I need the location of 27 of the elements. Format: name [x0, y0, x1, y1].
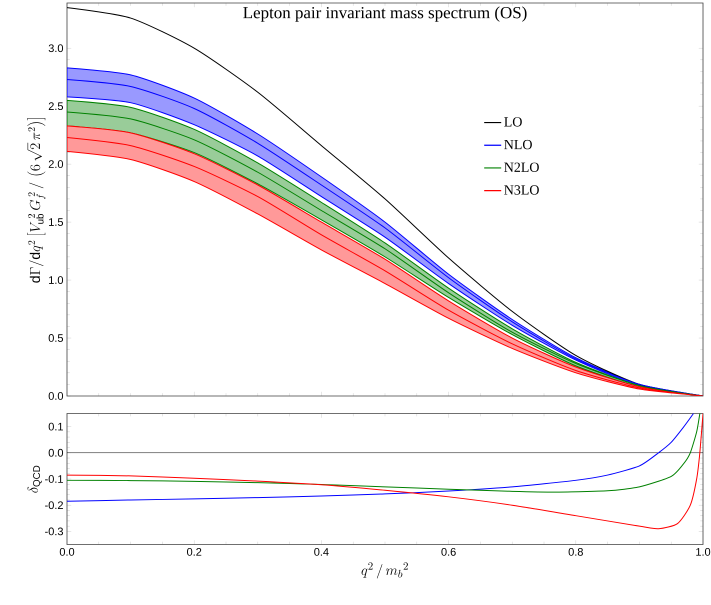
x-axis-title: $q^2\,/\,{m_b}^2$	[362, 562, 408, 578]
x-tick-label: 1.0	[696, 548, 710, 556]
x-tick-label: 0.8	[568, 548, 583, 556]
y-tick-label: 0.1	[48, 422, 63, 430]
y-tick-label: -0.1	[45, 475, 63, 483]
legend-label: N2LO	[504, 162, 539, 172]
line-series	[67, 414, 704, 530]
x-tick-label: 0.2	[187, 548, 202, 556]
y-axis-title: $\mathrm{d}\Gamma/\mathrm{d}q^2\left[V_{\mathrm{ub}}^{\;2}\,G_f^{\;2}\,/\,\left(6\,\sqrt{2}\,\pi^2\right)\right]$	[27, 118, 46, 283]
y-tick-label: 0.0	[48, 392, 64, 400]
y-tick-label: 1.0	[49, 276, 64, 284]
y-tick-label: 0.0	[48, 448, 64, 457]
y-tick-label: 1.5	[49, 218, 64, 226]
y-tick-label: -0.2	[45, 501, 63, 510]
x-tick-label: 0.0	[60, 548, 74, 556]
x-tick-label: 0.6	[441, 548, 456, 556]
y-tick-label: 2.5	[48, 102, 64, 110]
legend-label: LO	[504, 117, 522, 127]
x-tick-label: 0.4	[314, 548, 329, 556]
chart-title: Lepton pair invariant mass spectrum (OS)	[243, 6, 527, 22]
y-axis-title: $\delta_{\mathrm{QCD}}$	[28, 466, 42, 493]
y-tick-label: 0.5	[48, 334, 64, 342]
legend-label: NLO	[504, 140, 532, 150]
legend-label: N3LO	[504, 185, 539, 195]
y-tick-label: 2.0	[48, 160, 64, 168]
y-tick-label: 3.0	[48, 44, 64, 52]
y-tick-label: -0.3	[45, 528, 63, 536]
